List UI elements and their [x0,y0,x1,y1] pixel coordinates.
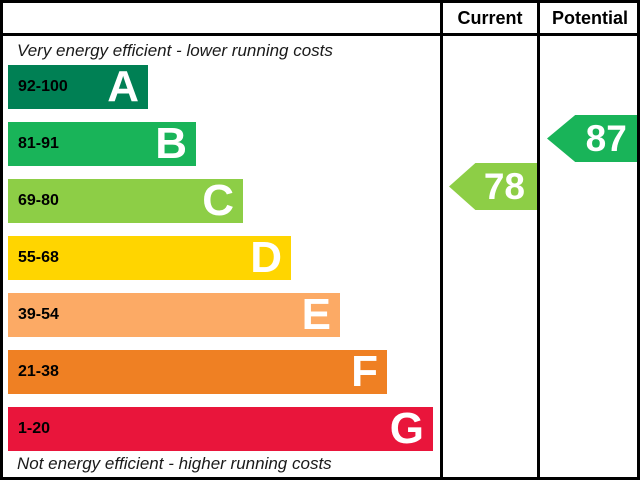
band-d-range: 55-68 [18,249,59,266]
band-e-letter: E [301,290,331,339]
band-a-letter: A [107,62,139,111]
band-b-letter: B [155,119,187,168]
column-divider-potential [537,3,540,477]
band-e-range: 39-54 [18,306,59,323]
current-rating-arrow: 78 [449,163,537,210]
band-g-letter: G [389,404,424,453]
band-g: 1-20 G [8,407,433,451]
current-column-header: Current [457,7,523,28]
band-b: 81-91 B [8,122,196,166]
band-e: 39-54 E [8,293,340,337]
band-f-range: 21-38 [18,363,59,380]
top-caption: Very energy efficient - lower running co… [17,41,333,60]
band-f-letter: F [351,347,378,396]
potential-column-header: Potential [551,7,628,28]
potential-rating-value: 87 [585,118,627,159]
band-c-letter: C [202,176,234,225]
band-a: 92-100 A [8,65,148,109]
current-rating-value: 78 [483,166,526,207]
band-a-range: 92-100 [18,78,68,95]
column-divider-current [440,3,443,477]
band-c: 69-80 C [8,179,243,223]
band-d: 55-68 D [8,236,291,280]
potential-rating-arrow: 87 [547,115,637,162]
band-f: 21-38 F [8,350,387,394]
header-divider [3,33,637,36]
bottom-caption: Not energy efficient - higher running co… [17,454,332,473]
band-c-range: 69-80 [18,192,59,209]
band-g-range: 1-20 [18,420,51,437]
band-b-range: 81-91 [18,135,59,152]
band-d-letter: D [250,233,282,282]
